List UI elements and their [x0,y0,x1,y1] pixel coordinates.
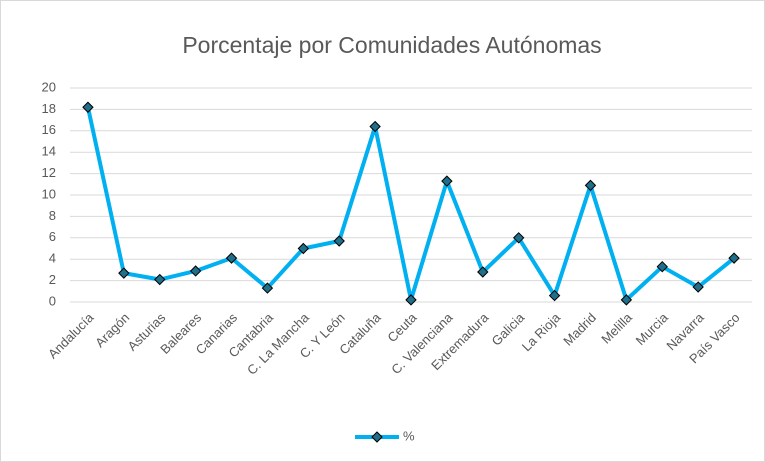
y-tick-label: 14 [42,144,56,159]
y-tick-label: 20 [42,79,56,94]
y-tick-label: 4 [49,251,56,266]
marker [369,120,381,133]
legend-marker [371,431,383,443]
legend-label: % [403,428,415,443]
marker [692,281,704,293]
y-tick-label: 18 [42,101,56,116]
marker [512,232,525,244]
marker [620,294,633,306]
marker [333,235,345,247]
marker [441,175,453,187]
marker [118,267,130,279]
chart-title: Porcentaje por Comunidades Autónomas [182,32,601,58]
marker [225,252,238,264]
marker [154,273,166,286]
marker [189,265,202,277]
y-tick-label: 10 [42,186,56,201]
y-tick-label: 8 [49,208,56,223]
marker [82,101,94,113]
marker [297,242,310,255]
marker [656,260,668,273]
marker [261,282,274,294]
marker [584,179,597,192]
y-tick-label: 2 [49,272,56,287]
y-tick-label: 6 [49,229,56,244]
y-tick-label: 0 [49,293,56,308]
marker [728,252,740,264]
y-tick-label: 16 [42,122,56,137]
y-tick-label: 12 [42,165,56,180]
marker [477,266,489,278]
marker [548,289,561,302]
marker [405,294,417,306]
